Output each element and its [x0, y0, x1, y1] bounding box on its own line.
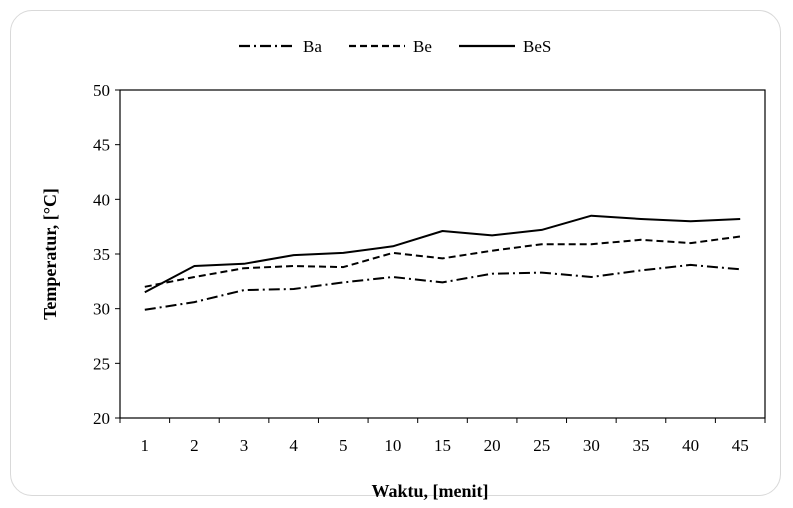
- y-tick-label: 20: [93, 409, 110, 428]
- x-tick-label: 45: [732, 436, 749, 455]
- legend-label-bes: BeS: [523, 37, 551, 56]
- y-tick-label: 40: [93, 190, 110, 209]
- x-tick-label: 5: [339, 436, 348, 455]
- x-tick-label: 35: [632, 436, 649, 455]
- x-tick-label: 25: [533, 436, 550, 455]
- x-axis: 1 2 3 4 5 10 15 20 25 30 35 40 45: [119, 418, 766, 455]
- y-axis-title: Temperatur, [°C]: [40, 188, 60, 320]
- series-line-ba: [144, 263, 741, 311]
- x-tick-label: 2: [190, 436, 199, 455]
- x-axis-title: Waktu, [menit]: [372, 481, 489, 501]
- y-tick-label: 35: [93, 245, 110, 264]
- plot-area: [119, 89, 766, 419]
- y-tick-label: 25: [93, 354, 110, 373]
- x-tick-label: 1: [141, 436, 150, 455]
- x-tick-label: 15: [434, 436, 451, 455]
- y-tick-label: 50: [93, 81, 110, 100]
- legend: Ba Be BeS: [239, 37, 551, 56]
- x-tick-label: 30: [583, 436, 600, 455]
- x-tick-label: 20: [484, 436, 501, 455]
- x-tick-label: 4: [289, 436, 298, 455]
- legend-label-ba: Ba: [303, 37, 322, 56]
- y-tick-label: 30: [93, 300, 110, 319]
- x-tick-label: 40: [682, 436, 699, 455]
- x-tick-label: 10: [384, 436, 401, 455]
- series-line-be: [144, 235, 741, 288]
- legend-label-be: Be: [413, 37, 432, 56]
- y-axis: 20 25 30 35 40 45 50: [93, 81, 120, 428]
- y-tick-label: 45: [93, 136, 110, 155]
- series-line-bes: [144, 214, 741, 294]
- series-lines: [144, 214, 741, 311]
- x-tick-label: 3: [240, 436, 249, 455]
